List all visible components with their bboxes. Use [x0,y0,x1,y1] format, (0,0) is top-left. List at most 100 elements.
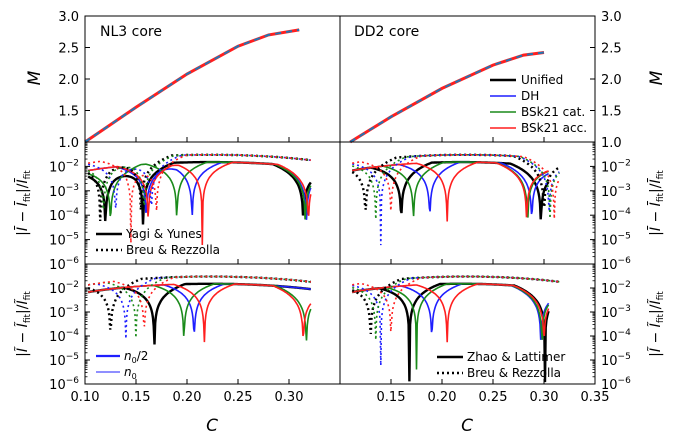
xtick-label: 0.30 [275,390,304,405]
xtick-label: 0.20 [173,390,202,405]
dd2-core-title: DD2 core [354,24,419,40]
ytick-label: 10−4 [49,207,79,224]
error-curve-dh-breu-rezzolla [87,154,311,209]
ylabel-itilde-right-text: |Ĩ − Ĩfit|/Ĩfit [647,291,666,357]
series-layer [84,28,561,383]
series-dd2-ibar [351,153,561,246]
series-nl3-itilde [87,275,312,345]
legend-label-n0half: n0/2 [124,349,148,365]
series-dd2-itilde [351,275,560,383]
error-curve-bsk21-acc-yagi-yunes [87,161,312,246]
error-curve-dh-breu-rezzolla [352,154,560,246]
ticks-nl3-mass: 1.0 1.5 2.0 2.5 3.0 [58,10,341,151]
ytick-label: 10−6 [49,376,79,393]
ytick-label: 2.5 [58,42,79,57]
ytick-label: 10−5 [601,232,631,249]
legend-label-dh: DH [521,89,539,103]
ytick-label: 10−4 [601,328,631,345]
xtick-label: 0.10 [71,390,100,405]
legend-label-bsk21-cat: BSk21 cat. [521,105,585,119]
ytick-label: 3.0 [601,10,622,25]
panel-frames [84,15,596,385]
error-curve-bsk21-acc-zhao-lattimer [87,283,312,343]
ylabel-itilde-left: |Ĩ − Ĩfit|/Ĩfit [14,291,33,357]
ticks-dd2-ibar: 10−6 10−5 10−4 10−3 10−2 [339,142,631,273]
xtick-label: 0.25 [479,390,508,405]
ylabel-itilde-left-text: |Ĩ − Ĩfit|/Ĩfit [14,291,33,357]
ticks-dd2-itilde: 10−6 10−5 10−4 10−3 10−2 0.15 0.20 0.25 0.30 0.35 [339,264,631,405]
ytick-label: 10−4 [49,328,79,345]
error-curve-bsk21-cat-breu-rezzolla [352,275,560,340]
xtick-label: 0.30 [530,390,559,405]
ytick-label: 10−3 [601,304,631,321]
xtick-label: 0.15 [377,390,406,405]
ytick-label: 3.0 [58,10,79,25]
mass-curve-overlay-nl3-mass [84,28,300,143]
error-curve-bsk21-cat-breu-rezzolla [87,154,311,210]
ytick-label: 10−5 [601,352,631,369]
legend-eos: Unified DH BSk21 cat. BSk21 acc. [490,73,587,135]
series-nl3-mass [84,28,300,144]
ytick-label: 2.0 [601,73,622,88]
ytick-label: 10−6 [601,256,631,273]
xtick-label: 0.20 [428,390,457,405]
panel-dd2-itilde [339,263,596,385]
ylabel-mass-right: M [647,70,667,85]
error-curve-bsk21-acc-yagi-yunes [352,161,549,222]
mass-curve-nl3-mass [84,28,300,144]
ytick-label: 1.0 [58,136,79,151]
legend-label-breu2: Breu & Rezzolla [467,366,561,380]
legend-itilde-fits: Zhao & Lattimer Breu & Rezzolla [437,350,565,380]
legend-label-breu: Breu & Rezzolla [126,243,220,257]
ytick-label: 10−5 [49,352,79,369]
legend-density: n0/2 n0 [96,349,148,381]
xlabel-left: C [206,416,218,436]
ytick-label: 10−2 [49,280,79,297]
nl3-core-title: NL3 core [100,24,162,40]
legend-label-n0: n0 [124,365,137,381]
ytick-label: 1.5 [601,105,622,120]
legend-ibar-fits: Yagi & Yunes Breu & Rezzolla [96,227,220,257]
error-curve-bsk21-cat-breu-rezzolla [87,275,311,338]
ytick-label: 1.0 [601,136,622,151]
xlabel-right: C [461,416,473,436]
legend-label-bsk21-acc: BSk21 acc. [521,121,587,135]
ytick-label: 10−4 [601,207,631,224]
ticks-nl3-ibar: 10−6 10−5 10−4 10−3 10−2 [49,142,341,273]
ytick-label: 10−3 [49,304,79,321]
ytick-label: 2.5 [601,42,622,57]
ytick-label: 1.5 [58,105,79,120]
error-curve-unified-breu-rezzolla [351,275,560,334]
xtick-label: 0.25 [224,390,253,405]
error-curve-bsk21-acc-breu-rezzolla [352,275,560,332]
error-curve-bsk21-acc-breu-rezzolla [352,154,561,219]
ylabel-ibar-left-text: |Ī − Īfit|/Īfit [14,170,33,236]
xtick-label: 0.15 [122,390,151,405]
ylabel-ibar-right: |Ī − Īfit|/Īfit [647,170,666,236]
ytick-label: 2.0 [58,73,79,88]
ylabel-itilde-right: |Ĩ − Ĩfit|/Ĩfit [647,291,666,357]
ticks-nl3-itilde: 10−6 10−5 10−4 10−3 10−2 0.10 0.15 0.20 0.25 0.30 [49,264,341,405]
ytick-label: 10−6 [49,256,79,273]
legend-label-unified: Unified [521,73,563,87]
ytick-label: 10−3 [49,183,79,200]
ylabel-mass-left: M [25,70,45,85]
ytick-label: 10−6 [601,376,631,393]
tick-layer: 1.01.52.02.53.01.01.52.02.53.010−610−510… [49,10,631,405]
ylabel-ibar-left: |Ī − Īfit|/Īfit [14,170,33,236]
series-dd2-mass [349,51,545,144]
ytick-label: 10−2 [49,158,79,175]
xtick-label: 0.35 [581,390,610,405]
series-nl3-ibar [87,153,312,246]
error-curve-bsk21-cat-breu-rezzolla [352,154,560,220]
ytick-label: 10−2 [601,158,631,175]
ticks-dd2-mass: 1.0 1.5 2.0 2.5 3.0 [339,10,622,151]
legend-label-yagi: Yagi & Yunes [125,227,202,241]
ylabel-ibar-right-text: |Ī − Īfit|/Īfit [647,170,666,236]
legend-label-zhao: Zhao & Lattimer [467,350,565,364]
panel-dd2-ibar [339,141,596,265]
mass-curve-overlay-dd2-mass [349,51,545,143]
ytick-label: 10−3 [601,183,631,200]
